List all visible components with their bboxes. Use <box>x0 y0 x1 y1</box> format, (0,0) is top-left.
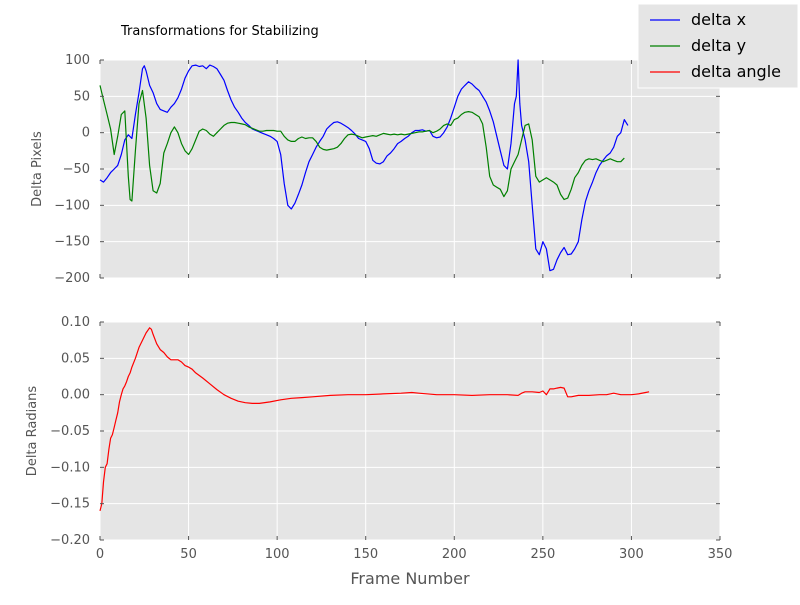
bottom-y-tick-label: −0.15 <box>50 497 90 512</box>
bottom-y-tick-label: −0.10 <box>50 460 90 475</box>
bottom-y-ticks: −0.20 −0.15 −0.10 −0.05 0.00 0.05 0.10 <box>50 315 720 548</box>
top-y-tick-label: 50 <box>73 89 90 104</box>
series-line-delta-angle <box>99 327 650 512</box>
top-y-tick-label: 0 <box>82 126 90 141</box>
top-y-tick-label: −50 <box>63 162 90 177</box>
bottom-y-tick-label: −0.05 <box>50 424 90 439</box>
x-tick-label: 0 <box>96 547 104 562</box>
bottom-subplot: 0 50 100 150 200 250 300 350 −0.20−0.15−0.10−0.… <box>25 315 732 588</box>
top-y-tick-label: −150 <box>54 235 90 250</box>
legend-label-delta-y: delta y <box>691 36 746 55</box>
bottom-series-lines <box>99 327 650 512</box>
x-tick-label: 50 <box>180 547 197 562</box>
legend-label-delta-x: delta x <box>691 10 746 29</box>
x-tick-label: 250 <box>530 547 555 562</box>
bottom-gridlines <box>99 321 721 541</box>
series-line-delta-y <box>99 85 625 202</box>
top-y-tick-label: −200 <box>54 271 90 286</box>
bottom-x-ticks: 0 50 100 150 200 250 300 350 <box>96 322 733 562</box>
bottom-y-tick-label: 0.00 <box>61 388 90 403</box>
x-tick-label: 350 <box>708 547 733 562</box>
top-y-tick-label: −100 <box>54 198 90 213</box>
x-tick-label: 100 <box>265 547 290 562</box>
top-y-ticks: −200 −150 −100 −50 0 50 100 <box>54 53 720 286</box>
top-subplot: −200 −150 −100 −50 0 50 100 Transformations fo… <box>30 24 721 286</box>
bottom-y-tick-label: −0.20 <box>50 533 90 548</box>
bottom-y-tick-label: 0.05 <box>61 351 90 366</box>
top-y-axis-label: Delta Pixels <box>30 131 45 207</box>
legend: delta x delta y delta angle <box>637 3 799 89</box>
chart-title: Transformations for Stabilizing <box>120 24 319 39</box>
x-tick-label: 200 <box>442 547 467 562</box>
top-y-tick-label: 100 <box>65 53 90 68</box>
top-x-ticks <box>99 60 721 278</box>
bottom-y-tick-label: 0.10 <box>61 315 90 330</box>
top-series-lines <box>99 59 629 272</box>
x-axis-label: Frame Number <box>350 569 470 588</box>
series-line-delta-x <box>99 59 629 272</box>
legend-label-delta-angle: delta angle <box>691 62 781 81</box>
x-tick-label: 150 <box>353 547 378 562</box>
x-tick-label: 300 <box>619 547 644 562</box>
legend-items: delta x delta y delta angle <box>650 10 781 81</box>
bottom-y-axis-label: Delta Radians <box>25 386 40 477</box>
